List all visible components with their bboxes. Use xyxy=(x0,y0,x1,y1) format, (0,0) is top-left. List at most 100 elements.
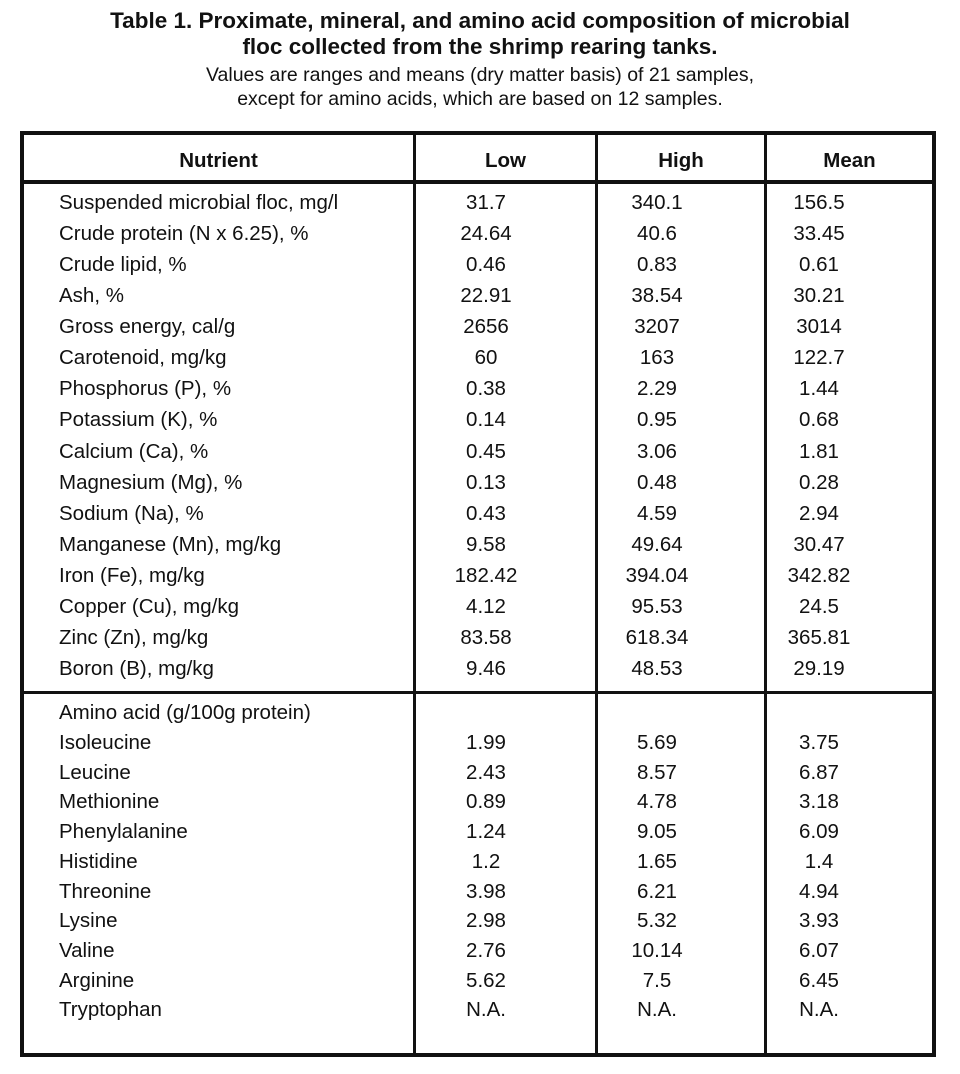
header-mean: Mean xyxy=(823,149,876,172)
mean-value: 1.44 xyxy=(799,377,839,401)
nutrient-name: Lysine xyxy=(59,909,118,933)
mean-value: 6.87 xyxy=(799,760,839,784)
high-value: 3207 xyxy=(634,315,680,339)
low-value: 5.62 xyxy=(466,968,506,992)
nutrient-name: Phenylalanine xyxy=(59,820,188,844)
mean-value: 6.45 xyxy=(799,968,839,992)
mean-value: 3014 xyxy=(796,315,842,339)
mean-value: 122.7 xyxy=(793,346,845,370)
high-value: 5.69 xyxy=(637,731,677,754)
mean-value: 4.94 xyxy=(799,879,839,903)
mean-value: 2.94 xyxy=(799,501,839,525)
header-divider xyxy=(24,180,932,184)
section-divider xyxy=(24,691,932,694)
low-value: 182.42 xyxy=(454,563,518,587)
nutrient-name: Crude protein (N x 6.25), % xyxy=(59,222,309,246)
nutrient-name: Gross energy, cal/g xyxy=(59,315,236,339)
nutrient-name: Copper (Cu), mg/kg xyxy=(59,594,240,618)
high-value: 2.29 xyxy=(637,377,677,401)
high-value: 340.1 xyxy=(631,191,683,214)
mean-value: 30.21 xyxy=(793,284,845,308)
low-value: 24.64 xyxy=(460,222,512,246)
high-value: 618.34 xyxy=(625,625,689,649)
high-value: 8.57 xyxy=(637,760,677,784)
high-value: 4.59 xyxy=(637,501,677,525)
high-value: 1.65 xyxy=(637,849,677,873)
nutrient-name: Potassium (K), % xyxy=(59,408,218,432)
table-title-line-2: floc collected from the shrimp rearing t… xyxy=(242,34,718,59)
mean-value: 33.45 xyxy=(793,222,845,246)
low-value: 22.91 xyxy=(460,284,512,308)
mean-value: 6.09 xyxy=(799,820,839,844)
column-divider xyxy=(595,135,598,1053)
high-value: 38.54 xyxy=(631,284,683,308)
nutrient-table: Nutrient Low High Mean Suspended microbi… xyxy=(20,131,936,1057)
mean-value: 156.5 xyxy=(793,191,845,214)
mean-value: 0.28 xyxy=(799,470,839,494)
high-value: 6.21 xyxy=(637,879,677,903)
low-value: 9.58 xyxy=(466,532,506,556)
high-value: 48.53 xyxy=(631,657,683,681)
high-value: 163 xyxy=(639,346,675,370)
nutrient-name: Leucine xyxy=(59,760,131,784)
table-title-line-1: Table 1. Proximate, mineral, and amino a… xyxy=(110,8,850,33)
low-value: 0.13 xyxy=(466,470,506,494)
nutrient-name: Calcium (Ca), % xyxy=(59,439,209,463)
low-value: 0.45 xyxy=(466,439,506,463)
low-value: 3.98 xyxy=(466,879,506,903)
nutrient-name: Iron (Fe), mg/kg xyxy=(59,563,205,587)
nutrient-name: Threonine xyxy=(59,879,152,903)
mean-value: 1.4 xyxy=(804,849,834,873)
nutrient-name: Arginine xyxy=(59,968,135,992)
nutrient-name: Isoleucine xyxy=(59,731,152,754)
nutrient-name: Tryptophan xyxy=(59,998,162,1022)
low-value: 0.38 xyxy=(466,377,506,401)
high-value: N.A. xyxy=(637,998,677,1022)
high-value: 9.05 xyxy=(637,820,677,844)
header-high: High xyxy=(658,149,704,172)
low-value: 2.98 xyxy=(466,909,506,933)
low-value: 1.99 xyxy=(466,731,506,754)
low-value: N.A. xyxy=(466,998,506,1022)
mean-value: 24.5 xyxy=(799,594,839,618)
nutrient-name: Carotenoid, mg/kg xyxy=(59,346,227,370)
column-divider xyxy=(764,135,767,1053)
subtitle-line-2: except for amino acids, which are based … xyxy=(237,88,723,110)
mean-value: 1.81 xyxy=(799,439,839,463)
high-value: 49.64 xyxy=(631,532,683,556)
low-value: 0.14 xyxy=(466,408,506,432)
nutrient-name: Zinc (Zn), mg/kg xyxy=(59,625,209,649)
nutrient-name: Valine xyxy=(59,938,115,962)
low-value: 9.46 xyxy=(466,657,506,681)
low-value: 83.58 xyxy=(460,625,512,649)
mean-value: N.A. xyxy=(799,998,839,1022)
high-value: 5.32 xyxy=(637,909,677,933)
column-divider xyxy=(413,135,416,1053)
high-value: 0.48 xyxy=(637,470,677,494)
high-value: 40.6 xyxy=(637,222,677,246)
mean-value: 342.82 xyxy=(787,563,851,587)
nutrient-name: Methionine xyxy=(59,790,160,814)
high-value: 0.95 xyxy=(637,408,677,432)
mean-value: 6.07 xyxy=(799,938,839,962)
mean-value: 0.68 xyxy=(799,408,839,432)
low-value: 2.43 xyxy=(466,760,506,784)
mean-value: 29.19 xyxy=(793,657,845,681)
mean-value: 30.47 xyxy=(793,532,845,556)
nutrient-name: Crude lipid, % xyxy=(59,253,187,277)
low-value: 0.46 xyxy=(466,253,506,277)
low-value: 60 xyxy=(474,346,498,370)
subtitle-line-1: Values are ranges and means (dry matter … xyxy=(205,64,755,86)
high-value: 0.83 xyxy=(637,253,677,277)
nutrient-name: Ash, % xyxy=(59,284,124,308)
header-low: Low xyxy=(485,149,526,172)
mean-value: 3.93 xyxy=(799,909,839,933)
low-value: 2656 xyxy=(463,315,509,339)
low-value: 0.89 xyxy=(466,790,506,814)
high-value: 394.04 xyxy=(625,563,689,587)
high-value: 95.53 xyxy=(631,594,683,618)
low-value: 1.24 xyxy=(466,820,506,844)
low-value: 0.43 xyxy=(466,501,506,525)
low-value: 31.7 xyxy=(466,191,506,214)
